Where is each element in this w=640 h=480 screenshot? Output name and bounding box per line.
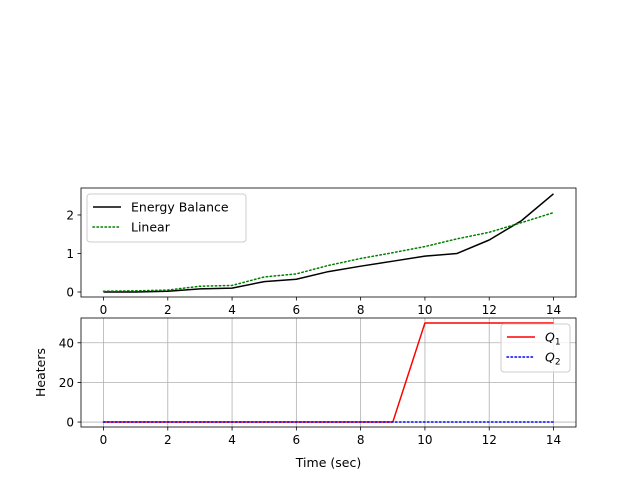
panel1-axes-frame <box>80 187 577 298</box>
panel2-x-tick-label-8: 8 <box>357 433 365 447</box>
panel1-x-tick-label-2: 2 <box>164 303 172 317</box>
panel1-legend-label-linear: Linear <box>131 220 171 235</box>
panel2-x-tick-label-0: 0 <box>100 433 108 447</box>
panel1-legend: Energy Balance Linear <box>86 193 247 243</box>
panel2-x-tick-label-4: 4 <box>228 433 236 447</box>
panel1-x-tick-label-12: 12 <box>482 303 497 317</box>
panel1-x-tick-label-6: 6 <box>293 303 301 317</box>
panel1-x-tick-label-8: 8 <box>357 303 365 317</box>
panel1-x-tick-label-4: 4 <box>228 303 236 317</box>
panel2-y-tick-label-20: 20 <box>59 376 74 390</box>
panel2-y-tick-label-40: 40 <box>59 336 74 350</box>
panel2-legend-label-q2: Q2 <box>545 350 561 368</box>
panel1-y-tick-label-0: 0 <box>66 285 74 299</box>
panel1-x-tick-label-0: 0 <box>100 303 108 317</box>
panel1-legend-label-energy-balance: Energy Balance <box>131 200 229 215</box>
panel2-x-tick-label-2: 2 <box>164 433 172 447</box>
panel2-x-tick-label-10: 10 <box>417 433 432 447</box>
panel2-legend-box <box>500 323 571 373</box>
panel2-x-tick-label-6: 6 <box>293 433 301 447</box>
panel2-x-tick-label-14: 14 <box>546 433 561 447</box>
panel1-y-tick-label-1: 1 <box>66 247 74 261</box>
panel1-x-tick-label-14: 14 <box>546 303 561 317</box>
panel2-y-tick-label-0: 0 <box>66 416 74 430</box>
panel2-legend-label-q1: Q1 <box>545 330 561 348</box>
panel1-x-tick-label-10: 10 <box>417 303 432 317</box>
panel1-legend-box <box>86 193 247 243</box>
panel1-series-line-linear <box>102 211 555 292</box>
panel2-y-axis-label: Heaters <box>33 348 48 397</box>
panel1-series-line-energy-balance <box>103 193 554 293</box>
panel2-x-tick-label-12: 12 <box>482 433 497 447</box>
panel2-axes-frame <box>80 317 577 428</box>
panel1-y-tick-label-2: 2 <box>66 208 74 222</box>
panel2-x-axis-label: Time (sec) <box>295 455 361 470</box>
